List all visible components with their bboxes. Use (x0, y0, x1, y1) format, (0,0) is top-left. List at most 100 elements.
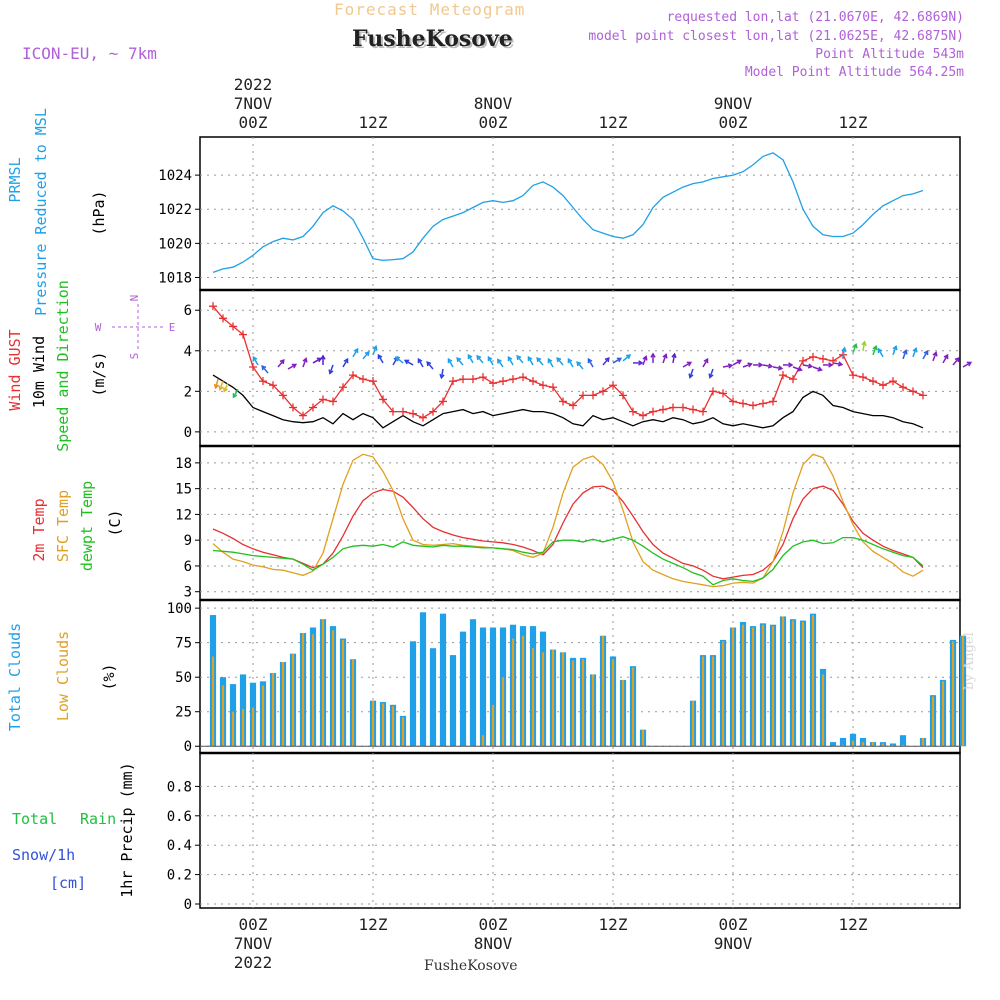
low-cloud-bar (781, 616, 785, 747)
low-cloud-bar (531, 648, 535, 747)
requested-coords: requested lon,lat (21.0670E, 42.6869N) (666, 10, 964, 25)
wind-direction-arrow (403, 359, 414, 366)
wind-arrow-head (527, 355, 533, 362)
wind-direction-arrow (671, 352, 677, 364)
wind-direction-arrow (762, 363, 774, 369)
wind-arrow-shaft (329, 364, 334, 374)
y-axis-unit-percent: (%) (100, 663, 118, 690)
wind-arrow-shaft (556, 357, 564, 366)
wind-arrow-head (604, 356, 610, 363)
wind-arrow-shaft (536, 357, 544, 366)
wind-arrow-shaft (587, 358, 594, 368)
wind-direction-arrow (772, 365, 784, 371)
wind-direction-arrow (662, 353, 668, 364)
total-cloud-bar (899, 735, 907, 747)
wind-gust-marker (799, 356, 807, 365)
low-cloud-bar (291, 653, 295, 747)
wind-direction-arrow (497, 358, 504, 368)
wind-gust-marker (609, 381, 617, 390)
wind-arrow-shaft (576, 361, 584, 370)
wind-direction-arrow (556, 356, 564, 366)
low-cloud-bar (541, 652, 545, 747)
top-time-label: 00Z (239, 113, 268, 132)
wind-arrow-head (932, 351, 938, 357)
y-tick-label: 6 (184, 303, 192, 319)
total-cloud-bar (469, 619, 477, 747)
wind-gust-marker (789, 375, 797, 384)
y-tick-label: 0.2 (167, 868, 192, 884)
wind-arrow-shaft (223, 382, 229, 392)
wind-direction-arrow (218, 380, 224, 392)
low-cloud-bar (791, 620, 795, 747)
wind-gust-marker (509, 375, 517, 384)
wind-gust-marker (459, 375, 467, 384)
y-axis-label-total-clouds: Total Clouds (6, 623, 24, 731)
y-axis-label-precip: 1hr Precip (mm) (118, 762, 136, 897)
wind-direction-arrow (587, 357, 594, 368)
wind-arrow-head (213, 383, 220, 390)
wind-arrow-head (767, 363, 774, 369)
low-cloud-bar (641, 729, 645, 747)
wind-arrow-shaft (682, 361, 692, 368)
panel-frame-4 (199, 752, 961, 909)
total-cloud-bar (489, 627, 497, 747)
low-cloud-bar (241, 708, 245, 747)
wind-gust-marker (439, 397, 447, 406)
wind-arrow-shaft (302, 358, 307, 368)
station-name: FusheKosove (352, 26, 513, 52)
wind-arrow-head (892, 344, 898, 351)
bottom-time-label: 9NOV (714, 934, 753, 953)
low-cloud-bar (271, 673, 275, 747)
wind-gust-marker (329, 397, 337, 406)
wind-arrow-head (671, 352, 677, 359)
panel-frame-1 (199, 289, 961, 447)
wind-gust-marker (209, 302, 217, 311)
model-point-altitude: Model Point Altitude 564.25m (744, 65, 964, 80)
wind-arrow-shaft (872, 346, 877, 356)
wind-arrow-shaft (362, 351, 370, 360)
wind-arrow-shaft (672, 353, 676, 364)
wind-arrow-head (372, 344, 378, 351)
wind-gust-marker (419, 413, 427, 422)
dewpoint-line (212, 536, 924, 586)
y-axis-label-sfc-temp: SFC Temp (54, 490, 72, 562)
y-tick-label: 75 (175, 636, 192, 652)
y-tick-label: 0.6 (167, 809, 192, 825)
wind-arrow-shaft (732, 359, 742, 366)
wind-gust-marker (519, 373, 527, 382)
author-watermark: by Angel (962, 632, 977, 690)
wind-arrow-head (417, 357, 423, 364)
low-cloud-bar (701, 656, 705, 747)
wind-direction-arrow (622, 354, 632, 362)
legend-snow: Snow/1h (12, 846, 75, 864)
wind-direction-arrow (633, 360, 644, 366)
wind-arrow-head (302, 357, 308, 363)
wind-gust-marker (399, 407, 407, 416)
wind-gust-marker (759, 399, 767, 408)
y-axis-label-direction: Speed and Direction (54, 280, 72, 452)
wind-arrow-shaft (612, 357, 622, 364)
wind-arrow-head (456, 356, 462, 363)
y-tick-label: 1018 (158, 270, 192, 286)
wind-arrow-shaft (709, 368, 714, 378)
wind-gust-marker (309, 403, 317, 412)
y-tick-label: 0.4 (167, 838, 192, 854)
wind-arrow-head (364, 350, 370, 357)
top-time-label: 00Z (719, 113, 748, 132)
wind-arrow-shaft (852, 344, 857, 354)
wind-arrow-shaft (922, 350, 929, 360)
y-tick-label: 2 (184, 384, 192, 400)
bottom-time-label: 12Z (839, 915, 868, 934)
wind-arrow-head (547, 357, 553, 364)
wind-arrow-shaft (312, 357, 322, 364)
wind-gust-marker (569, 401, 577, 410)
bottom-time-label: 00Z (719, 915, 748, 934)
total-cloud-bar (849, 733, 857, 747)
wind-arrow-shaft (892, 346, 897, 356)
wind-arrow-shaft (912, 348, 917, 358)
wind-arrow-shaft (792, 366, 802, 371)
bottom-time-label: 12Z (599, 915, 628, 934)
y-axis-label-dewpt: dewpt Temp (78, 481, 96, 571)
wind-arrow-head (487, 355, 493, 362)
wind-direction-arrow (487, 355, 494, 366)
